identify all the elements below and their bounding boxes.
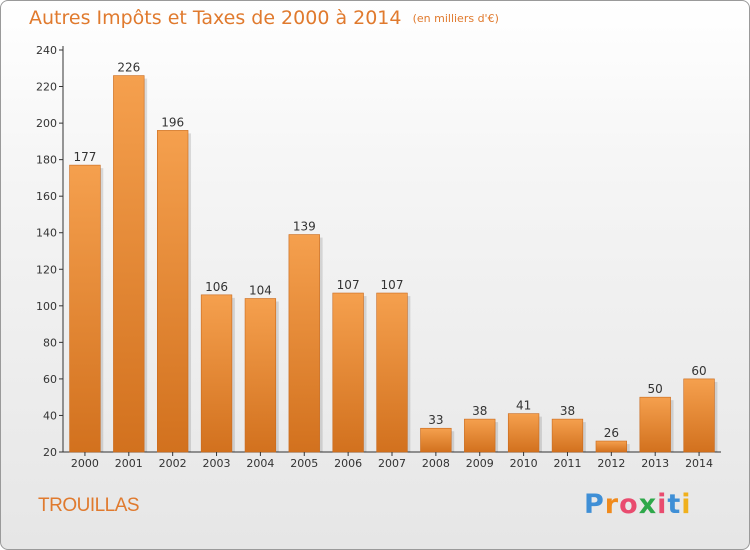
chart-title: Autres Impôts et Taxes de 2000 à 2014: [29, 7, 402, 29]
bar-2012: [595, 440, 627, 453]
x-tick-label: 2009: [466, 457, 494, 470]
commune-name: TROUILLAS: [38, 495, 140, 516]
x-tick-label: 2012: [597, 457, 625, 470]
bar-2006: [332, 292, 364, 453]
y-tick-label: 120: [36, 263, 57, 276]
bar-value-label: 196: [161, 115, 184, 129]
bar-value-label: 50: [648, 382, 663, 396]
bar-value-label: 107: [381, 278, 404, 292]
logo-letter: i: [657, 489, 668, 520]
y-tick-label: 20: [43, 446, 57, 459]
y-tick-label: 100: [36, 300, 57, 313]
bar-value-label: 38: [560, 404, 575, 418]
bar-value-label: 107: [337, 278, 360, 292]
logo-letter: o: [619, 489, 639, 520]
x-tick-label: 2005: [290, 457, 318, 470]
y-tick-label: 40: [43, 409, 57, 422]
proxiti-logo: Proxiti: [584, 489, 692, 520]
logo-letter: i: [681, 489, 692, 520]
bar-2001: [113, 75, 145, 453]
x-tick-label: 2003: [203, 457, 231, 470]
y-tick-label: 240: [36, 44, 57, 57]
bar-value-label: 26: [604, 426, 619, 440]
y-tick-label: 180: [36, 154, 57, 167]
bar-2009: [464, 418, 496, 453]
x-tick-label: 2014: [685, 457, 713, 470]
bar-2008: [420, 427, 452, 453]
x-tick-label: 2013: [641, 457, 669, 470]
logo-letter: t: [667, 489, 682, 520]
y-tick-label: 220: [36, 81, 57, 94]
bar-2002: [157, 130, 189, 453]
bar-value-label: 226: [117, 61, 140, 75]
bar-2004: [244, 298, 277, 453]
y-tick-label: 200: [36, 117, 57, 130]
x-tick-label: 2004: [246, 457, 274, 470]
bar-value-label: 60: [691, 364, 706, 378]
x-tick-label: 2006: [334, 457, 362, 470]
bar-value-label: 41: [516, 399, 531, 413]
bar-value-label: 38: [472, 404, 487, 418]
x-tick-label: 2007: [378, 457, 406, 470]
logo-letter: x: [638, 489, 658, 520]
x-tick-label: 2008: [422, 457, 450, 470]
chart-title-row: Autres Impôts et Taxes de 2000 à 2014 (e…: [29, 7, 499, 29]
chart-unit-note: (en milliers d'€): [412, 12, 499, 25]
bar-2010: [507, 413, 540, 453]
x-tick-label: 2001: [115, 457, 143, 470]
bar-value-label: 104: [249, 284, 272, 298]
y-tick-label: 80: [43, 336, 57, 349]
x-tick-label: 2011: [553, 457, 581, 470]
bar-2007: [376, 292, 408, 453]
bar-2011: [551, 418, 584, 453]
y-tick-label: 160: [36, 190, 57, 203]
bar-2000: [69, 164, 101, 453]
bar-2005: [288, 234, 320, 453]
bar-value-label: 177: [73, 150, 96, 164]
logo-letter: r: [604, 489, 620, 520]
logo-letter: P: [584, 489, 605, 520]
y-tick-label: 60: [43, 373, 57, 386]
bar-2003: [200, 294, 233, 453]
bar-2013: [639, 396, 671, 453]
x-tick-label: 2010: [510, 457, 538, 470]
bar-value-label: 106: [205, 280, 228, 294]
bar-2014: [683, 378, 715, 453]
y-tick-label: 140: [36, 227, 57, 240]
x-tick-label: 2002: [159, 457, 187, 470]
bar-value-label: 139: [293, 220, 316, 234]
x-tick-label: 2000: [71, 457, 99, 470]
bar-value-label: 33: [428, 413, 443, 427]
